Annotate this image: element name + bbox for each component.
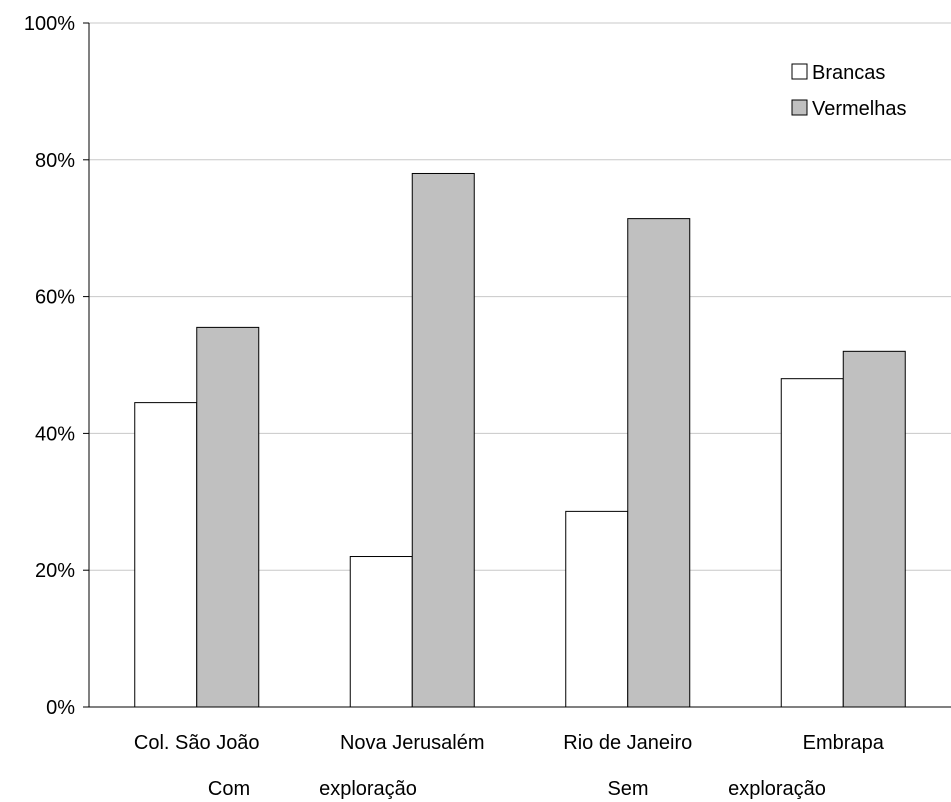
y-tick-label: 100% <box>24 13 75 35</box>
y-tick-label: 0% <box>46 697 75 719</box>
bar-brancas <box>565 510 629 708</box>
bar-vermelhas <box>627 218 691 708</box>
bar-vermelhas <box>196 326 260 708</box>
x-category-label: Nova Jerusalém <box>340 732 485 754</box>
legend: Brancas Vermelhas <box>791 62 907 120</box>
group-label-word: Sem <box>607 778 648 800</box>
group-labels: Com exploração Sem exploração <box>208 778 826 800</box>
axes <box>83 22 951 708</box>
group-label-word: exploração <box>319 778 417 800</box>
legend-swatch <box>791 63 808 80</box>
x-category-label: Col. São João <box>134 732 260 754</box>
bars <box>134 172 906 708</box>
bar-brancas <box>134 402 198 708</box>
x-category-label: Embrapa <box>803 732 885 754</box>
group-label-word: Com <box>208 778 250 800</box>
y-tick-label: 20% <box>35 560 75 582</box>
bar-brancas <box>780 378 844 708</box>
legend-label: Vermelhas <box>812 98 907 120</box>
y-tick-label: 60% <box>35 287 75 309</box>
legend-swatch <box>791 99 808 116</box>
bar-brancas <box>349 556 413 708</box>
x-category-label: Rio de Janeiro <box>563 732 692 754</box>
group-label-word: exploração <box>728 778 826 800</box>
bar-vermelhas <box>842 350 906 708</box>
bar-vermelhas <box>411 172 475 708</box>
legend-label: Brancas <box>812 62 885 84</box>
y-axis-ticks: 0% 20% 40% 60% 80% 100% <box>24 13 75 719</box>
x-axis-labels: Col. São João Nova Jerusalém Rio de Janeir… <box>134 732 885 754</box>
y-tick-label: 40% <box>35 423 75 445</box>
y-tick-label: 80% <box>35 150 75 172</box>
